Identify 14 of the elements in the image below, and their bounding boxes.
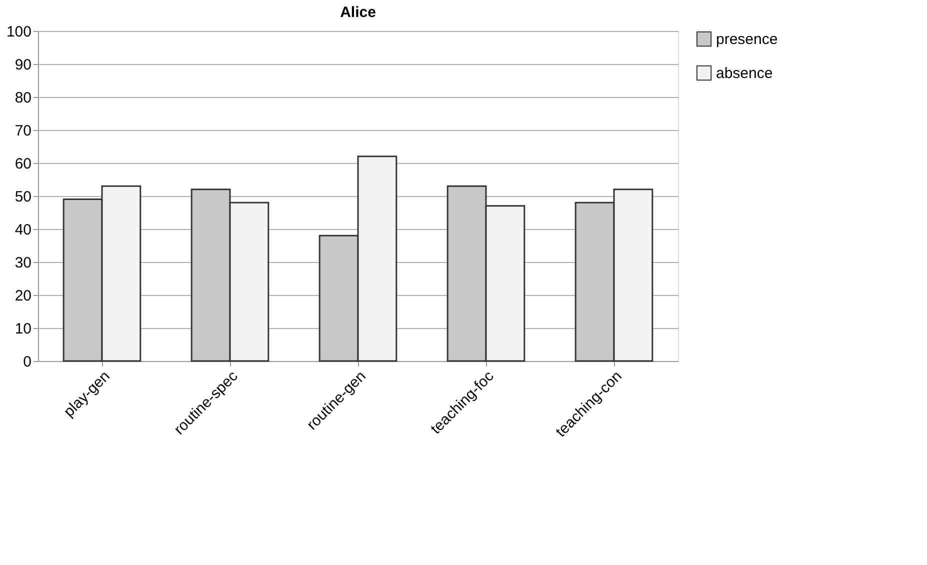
y-tick-label: 40 — [14, 222, 32, 238]
y-tick-label: 100 — [6, 24, 32, 40]
legend-label: absence — [716, 65, 773, 82]
y-tick-label: 50 — [14, 188, 32, 206]
y-tick-label: 30 — [14, 254, 32, 272]
y-tick-label: 0 — [23, 354, 32, 370]
y-tick-label: 80 — [14, 90, 32, 106]
y-tick-label: 20 — [14, 288, 32, 304]
legend-label: presence — [716, 31, 778, 48]
y-tick-label: 90 — [14, 56, 32, 74]
y-tick-label: 70 — [14, 122, 32, 140]
y-tick-label: 10 — [14, 320, 32, 338]
y-tick-label: 60 — [14, 156, 32, 172]
chart-title: Alice — [340, 4, 376, 21]
